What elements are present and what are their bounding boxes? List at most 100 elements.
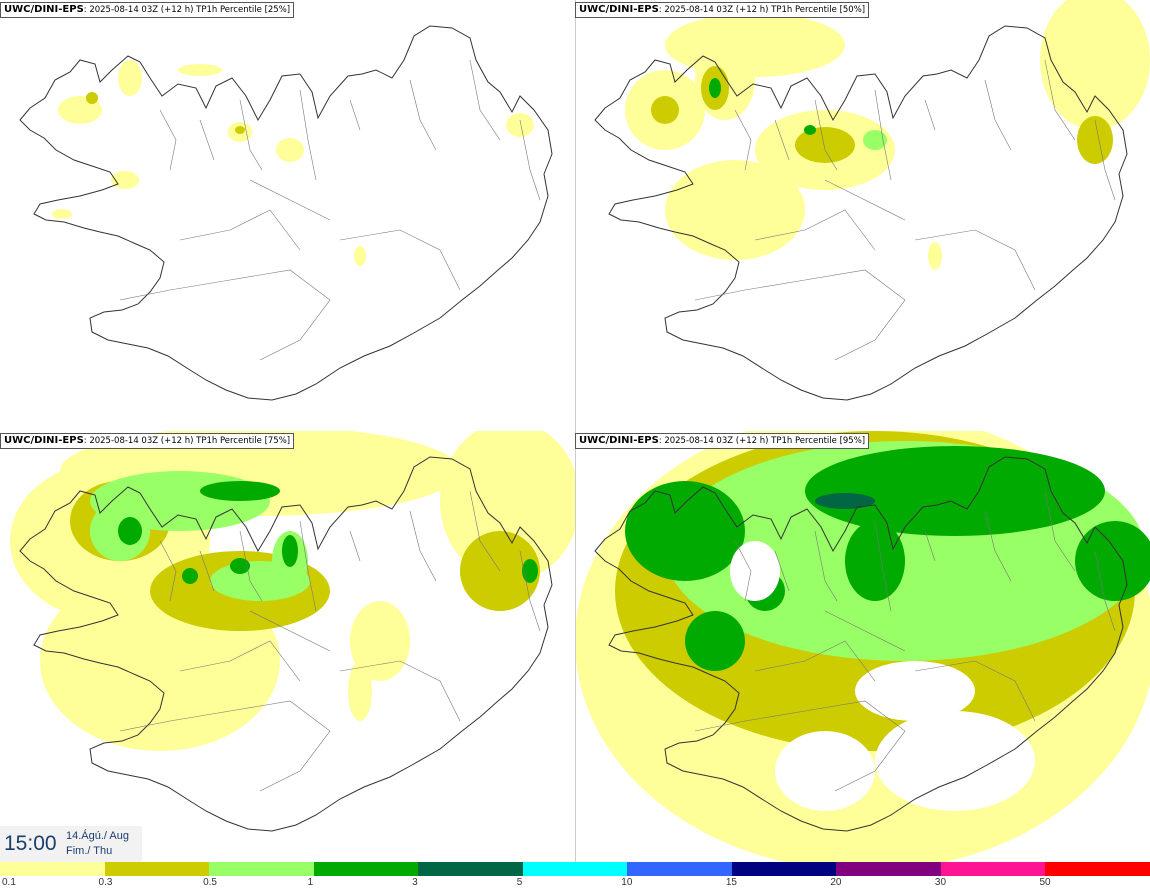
fjord-lines	[159, 59, 541, 201]
precip-area	[1040, 0, 1150, 130]
legend-tick-label: 3	[412, 877, 418, 888]
precip-area	[665, 160, 805, 260]
precip-fields	[575, 431, 1150, 862]
panel-title: UWC/DINI-EPS: 2025-08-14 03Z (+12 h) TP1…	[0, 433, 295, 449]
road-lines	[119, 610, 461, 792]
precip-area	[651, 96, 679, 124]
panel-title-text: : 2025-08-14 03Z (+12 h) TP1h Percentile…	[83, 436, 291, 446]
precip-area	[230, 558, 250, 574]
road-lines	[119, 179, 461, 361]
precip-area	[855, 661, 975, 721]
precip-area	[52, 209, 72, 219]
panel-divider	[575, 0, 576, 862]
panel-title: UWC/DINI-EPS: 2025-08-14 03Z (+12 h) TP1…	[575, 433, 870, 449]
precip-area	[863, 130, 887, 150]
coastline-path	[19, 25, 553, 401]
valid-date: 14.Ágú./ Aug	[66, 830, 129, 842]
map-panel-p75: UWC/DINI-EPS: 2025-08-14 03Z (+12 h) TP1…	[0, 431, 575, 862]
precip-area	[118, 517, 142, 545]
precip-area	[685, 611, 745, 671]
precip-area	[928, 242, 942, 270]
precip-area	[276, 138, 304, 162]
precip-map	[10, 431, 575, 832]
legend-tick-label: 0.3	[98, 877, 113, 888]
panel-title-text: : 2025-08-14 03Z (+12 h) TP1h Percentile…	[658, 436, 866, 446]
legend-swatch	[836, 862, 942, 876]
panel-title: UWC/DINI-EPS: 2025-08-14 03Z (+12 h) TP1…	[575, 2, 870, 18]
valid-weekday: Fim./ Thu	[66, 845, 113, 857]
legend-swatch	[418, 862, 524, 876]
fjord-lines	[734, 59, 1116, 201]
coastline-path	[19, 456, 553, 832]
legend-swatch	[104, 862, 211, 876]
precip-area	[522, 559, 538, 583]
precip-area	[730, 541, 780, 601]
precip-area	[815, 493, 875, 509]
legend-swatch	[0, 862, 106, 876]
legend-swatch	[940, 862, 1047, 876]
precip-area	[1077, 116, 1113, 164]
legend-swatch	[522, 862, 629, 876]
legend-tick-label: 10	[621, 877, 633, 888]
precip-area	[235, 126, 245, 134]
legend-tick-label: 1	[307, 877, 314, 888]
coastline	[594, 25, 1128, 401]
coastline-path	[594, 25, 1128, 401]
precip-area	[282, 535, 298, 567]
panel-title-text: : 2025-08-14 03Z (+12 h) TP1h Percentile…	[83, 5, 291, 15]
precip-area	[182, 568, 198, 584]
map-panel-p95: UWC/DINI-EPS: 2025-08-14 03Z (+12 h) TP1…	[575, 431, 1150, 862]
coastline	[19, 25, 553, 401]
precip-fields	[625, 0, 1150, 270]
panel-source: UWC/DINI-EPS	[579, 4, 659, 15]
panel-title: UWC/DINI-EPS: 2025-08-14 03Z (+12 h) TP1…	[0, 2, 295, 18]
coastline-path	[594, 456, 1128, 832]
precip-area	[665, 13, 845, 77]
precip-fields	[10, 431, 575, 751]
precip-area	[354, 246, 366, 266]
fjord-lines	[159, 490, 541, 632]
coastline	[594, 456, 1128, 832]
legend-swatch	[209, 862, 315, 876]
map-panel-p50: UWC/DINI-EPS: 2025-08-14 03Z (+12 h) TP1…	[575, 0, 1150, 431]
legend-swatch	[627, 862, 733, 876]
legend-tick-label: 15	[725, 877, 737, 888]
precip-area	[118, 60, 142, 96]
precip-map	[19, 25, 553, 401]
panel-title-text: : 2025-08-14 03Z (+12 h) TP1h Percentile…	[658, 5, 866, 15]
precip-area	[625, 481, 745, 581]
precip-fields	[52, 60, 534, 266]
precip-area	[506, 113, 534, 137]
precip-area	[1075, 521, 1150, 601]
legend-tick-label: 0.1	[2, 877, 16, 888]
map-panel-p25: UWC/DINI-EPS: 2025-08-14 03Z (+12 h) TP1…	[0, 0, 575, 431]
precip-map	[575, 431, 1150, 862]
legend-tick-label: 30	[934, 877, 947, 888]
panel-source: UWC/DINI-EPS	[4, 4, 84, 15]
precip-area	[845, 521, 905, 601]
legend-swatch	[1045, 862, 1150, 876]
precip-area	[200, 481, 280, 501]
precip-area	[178, 64, 222, 76]
panel-source: UWC/DINI-EPS	[4, 435, 84, 446]
legend-tick-label: 5	[516, 877, 523, 888]
precip-area	[350, 601, 410, 681]
precip-area	[804, 125, 816, 135]
road-lines	[694, 610, 1036, 792]
legend-swatch	[731, 862, 838, 876]
precip-area	[795, 127, 855, 163]
precip-area	[709, 78, 721, 98]
precip-area	[348, 661, 372, 721]
panel-source: UWC/DINI-EPS	[579, 435, 659, 446]
legend-tick-label: 50	[1039, 877, 1051, 888]
fjord-lines	[734, 490, 1116, 632]
precip-area	[775, 731, 875, 811]
color-legend: 0.1 0.3 0.5 1 3 5 10 15 20 30 50	[0, 862, 1150, 891]
coastline	[19, 456, 553, 832]
precip-area	[86, 92, 98, 104]
valid-time-box: 15:00 14.Ágú./ Aug Fim./ Thu	[0, 826, 142, 862]
road-lines	[694, 179, 1036, 361]
valid-time: 15:00	[4, 832, 57, 855]
legend-swatch	[313, 862, 420, 876]
precip-area	[805, 446, 1105, 536]
